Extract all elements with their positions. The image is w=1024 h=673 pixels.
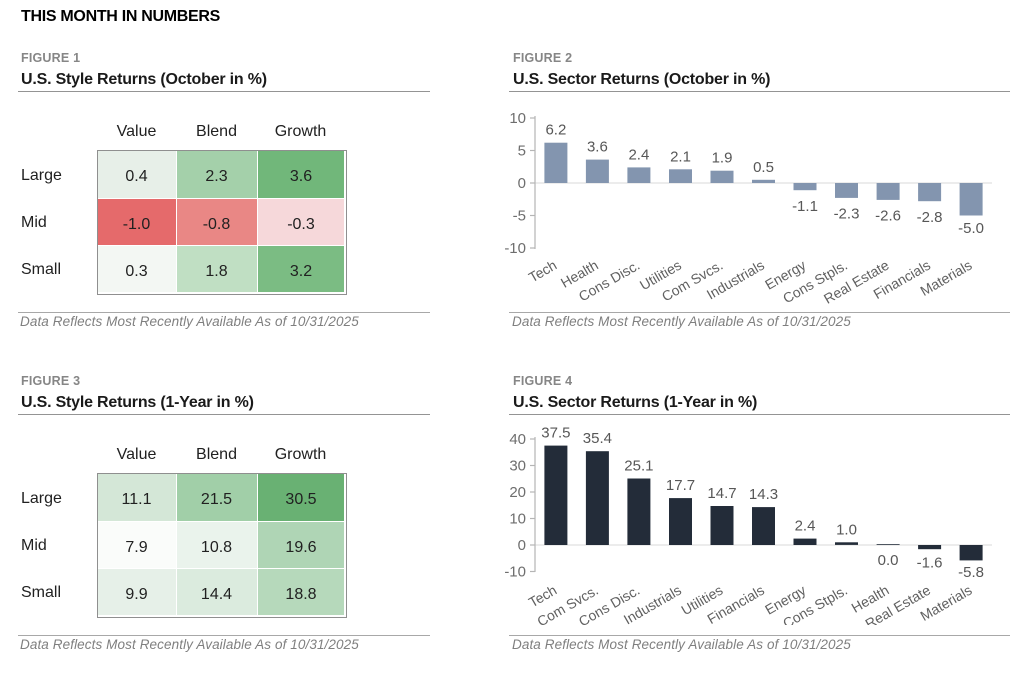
svg-text:2.4: 2.4 (795, 518, 816, 535)
svg-text:20: 20 (509, 484, 526, 501)
svg-text:-2.3: -2.3 (834, 206, 860, 223)
svg-text:6.2: 6.2 (545, 122, 566, 139)
svg-text:0.5: 0.5 (753, 159, 774, 176)
svg-text:-10: -10 (504, 240, 526, 257)
svg-text:-5: -5 (513, 208, 526, 225)
svg-text:0: 0 (518, 175, 526, 192)
svg-text:-5.8: -5.8 (958, 564, 984, 581)
svg-text:0.0: 0.0 (878, 552, 899, 569)
svg-text:37.5: 37.5 (541, 425, 570, 442)
svg-text:Tech: Tech (526, 257, 560, 286)
svg-text:3.6: 3.6 (587, 139, 608, 156)
svg-text:40: 40 (509, 431, 526, 448)
svg-text:30: 30 (509, 458, 526, 475)
svg-text:-10: -10 (504, 564, 526, 581)
svg-text:35.4: 35.4 (583, 430, 612, 447)
svg-text:-2.6: -2.6 (875, 208, 901, 225)
svg-text:10: 10 (509, 511, 526, 528)
svg-text:-1.1: -1.1 (792, 198, 818, 215)
svg-text:-2.8: -2.8 (917, 209, 943, 226)
svg-text:-1.6: -1.6 (917, 555, 943, 572)
svg-text:10: 10 (509, 110, 526, 127)
svg-text:2.4: 2.4 (628, 146, 649, 163)
svg-text:1.0: 1.0 (836, 521, 857, 538)
svg-text:2.1: 2.1 (670, 148, 691, 165)
svg-text:1.9: 1.9 (712, 150, 733, 167)
svg-text:25.1: 25.1 (624, 458, 653, 475)
svg-text:5: 5 (518, 143, 526, 160)
svg-text:14.3: 14.3 (749, 486, 778, 503)
svg-text:17.7: 17.7 (666, 477, 695, 494)
svg-text:0: 0 (518, 537, 526, 554)
svg-text:14.7: 14.7 (707, 485, 736, 502)
svg-text:-5.0: -5.0 (958, 220, 984, 237)
